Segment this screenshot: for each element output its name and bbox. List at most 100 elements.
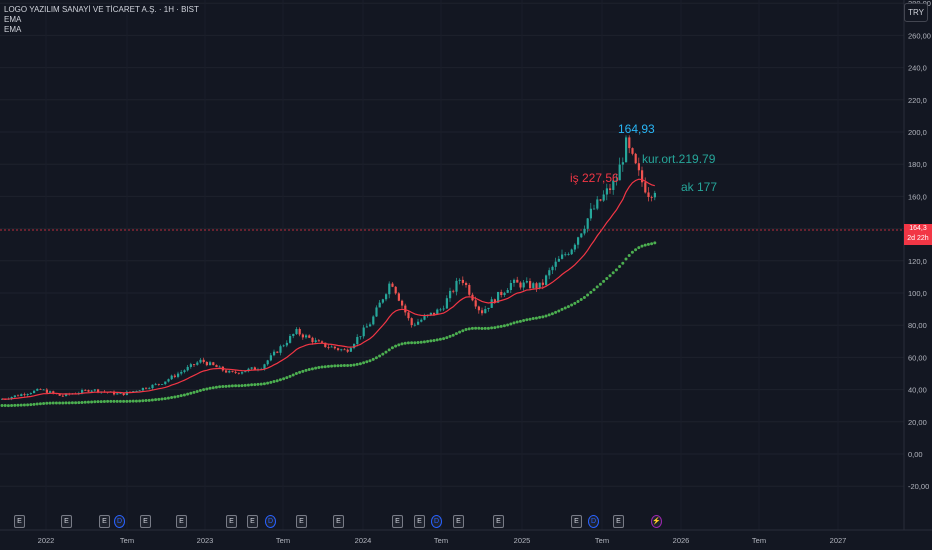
- candle-body: [481, 310, 484, 314]
- last-price-tag: 164,3 2d 22h: [904, 224, 932, 245]
- ema-slow-dots: [0, 241, 657, 408]
- candle-body: [164, 381, 167, 385]
- price-tick-label: 100,0: [908, 289, 927, 298]
- earnings-event-marker[interactable]: E: [14, 515, 25, 528]
- candle-body: [23, 394, 26, 396]
- ema-slow-point: [560, 307, 564, 311]
- ema-slow-point: [381, 352, 385, 356]
- candle-body: [301, 334, 304, 338]
- ema-slow-point: [365, 360, 369, 364]
- earnings-event-marker[interactable]: E: [613, 515, 624, 528]
- candle-body: [369, 324, 372, 327]
- ema-slow-point: [90, 400, 94, 404]
- price-tick-label: 80,00: [908, 321, 927, 330]
- time-tick-label: 2022: [38, 536, 55, 545]
- annotation-teal[interactable]: kur.ort.219.79: [642, 152, 716, 166]
- ema-slow-point: [464, 328, 468, 332]
- earnings-event-marker[interactable]: E: [247, 515, 258, 528]
- candle-body: [420, 319, 423, 322]
- candle-body: [602, 194, 605, 201]
- earnings-event-marker[interactable]: E: [296, 515, 307, 528]
- ema-slow-point: [346, 364, 350, 368]
- currency-button[interactable]: TRY: [904, 3, 928, 22]
- candle-body: [573, 244, 576, 250]
- candle-body: [20, 394, 23, 397]
- earnings-event-marker[interactable]: E: [99, 515, 110, 528]
- ema-slow-point: [29, 403, 33, 407]
- candle-body: [90, 390, 93, 392]
- earnings-event-marker[interactable]: E: [414, 515, 425, 528]
- ema-indicator-label-1[interactable]: EMA: [4, 15, 22, 24]
- earnings-event-marker[interactable]: E: [493, 515, 504, 528]
- ema-indicator-label-2[interactable]: EMA: [4, 25, 22, 34]
- ema-slow-point: [630, 250, 634, 254]
- candle-body: [285, 342, 288, 346]
- earnings-event-marker[interactable]: E: [392, 515, 403, 528]
- ema-slow-point: [186, 392, 190, 396]
- candle-body: [58, 394, 61, 396]
- earnings-event-marker[interactable]: E: [140, 515, 151, 528]
- annotation-green[interactable]: ak 177: [681, 180, 718, 194]
- price-grid: [0, 2, 904, 487]
- candle-body: [532, 283, 535, 289]
- ema-slow-point: [576, 299, 580, 303]
- ema-slow-point: [58, 401, 62, 405]
- earnings-event-marker[interactable]: E: [176, 515, 187, 528]
- candle-body: [413, 324, 416, 326]
- candle-body: [647, 192, 650, 198]
- earnings-event-marker[interactable]: E: [226, 515, 237, 528]
- candle-body: [605, 188, 608, 195]
- price-tick-label: 260,00: [908, 31, 931, 40]
- price-tick-label: 240,0: [908, 64, 927, 73]
- ema-slow-point: [368, 359, 372, 363]
- split-event-marker[interactable]: ⚡: [651, 515, 662, 528]
- ema-slow-point: [96, 400, 100, 404]
- candle-body: [429, 312, 432, 315]
- ema-slow-point: [275, 379, 279, 383]
- time-axis[interactable]: 2022 Tem 2023 Tem 2024 Tem 2025 Tem 2026 Tem 2027: [38, 536, 847, 545]
- candle-body: [545, 275, 548, 285]
- ema-slow-point: [288, 374, 292, 378]
- candle-body: [570, 249, 573, 255]
- ema-slow-point: [349, 363, 353, 367]
- candle-body: [349, 348, 352, 352]
- candle-body: [292, 333, 295, 337]
- symbol-title[interactable]: LOGO YAZILIM SANAYİ VE TİCARET A.Ş. · 1H…: [4, 5, 199, 14]
- candle-body: [145, 387, 148, 389]
- earnings-event-marker[interactable]: E: [61, 515, 72, 528]
- ema-slow-point: [477, 326, 481, 330]
- price-axis[interactable]: 280,00260,00240,0220,0200,0180,0160,0140…: [908, 0, 931, 491]
- dividend-event-marker[interactable]: D: [265, 515, 276, 528]
- candle-body: [167, 379, 170, 382]
- ema-slow-point: [195, 389, 199, 393]
- candle-body: [519, 282, 522, 288]
- earnings-event-marker[interactable]: E: [333, 515, 344, 528]
- ema-slow-point: [474, 326, 478, 330]
- ema-slow-point: [93, 400, 97, 404]
- dividend-event-marker[interactable]: D: [114, 515, 125, 528]
- ema-slow-point: [42, 401, 46, 405]
- ema-slow-point: [208, 386, 212, 390]
- annotation-blue[interactable]: 164,93: [618, 122, 655, 136]
- earnings-event-marker[interactable]: E: [571, 515, 582, 528]
- ema-slow-point: [163, 397, 167, 401]
- dividend-event-marker[interactable]: D: [431, 515, 442, 528]
- ema-slow-point: [144, 399, 148, 403]
- earnings-event-marker[interactable]: E: [453, 515, 464, 528]
- ema-slow-point: [448, 334, 452, 338]
- ema-slow-point: [160, 397, 164, 401]
- ema-slow-point: [352, 363, 356, 367]
- candle-body: [289, 336, 292, 343]
- ema-slow-point: [371, 357, 375, 361]
- ema-slow-point: [211, 386, 215, 390]
- dividend-event-marker[interactable]: D: [588, 515, 599, 528]
- ema-slow-point: [115, 399, 119, 403]
- ema-slow-point: [246, 383, 250, 387]
- candle-body: [26, 394, 29, 396]
- candle-body: [148, 388, 151, 389]
- ema-slow-point: [138, 399, 142, 403]
- candle-body: [45, 389, 48, 393]
- ema-slow-point: [394, 344, 398, 348]
- annotation-red[interactable]: iş 227,56: [570, 171, 619, 185]
